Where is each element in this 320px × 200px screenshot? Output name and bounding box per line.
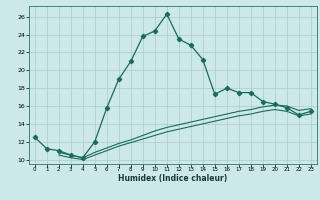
X-axis label: Humidex (Indice chaleur): Humidex (Indice chaleur) <box>118 174 228 183</box>
